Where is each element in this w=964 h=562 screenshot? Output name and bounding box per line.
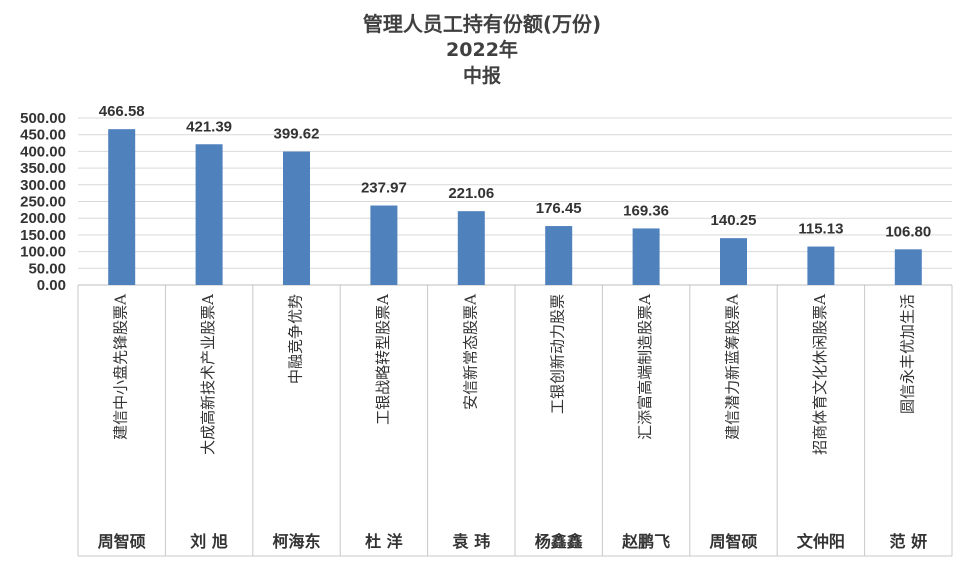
y-axis-ticks: 0.0050.00100.00150.00200.00250.00300.003…	[20, 110, 66, 294]
data-label: 421.39	[186, 118, 232, 135]
bar	[545, 226, 573, 285]
category-label: 安信新常态股票A	[461, 294, 479, 410]
chart-title: 管理人员工持有份额(万份) 2022年 中报	[363, 12, 601, 87]
category-label: 工银创新动力股票	[549, 294, 567, 414]
y-tick-label: 450.00	[20, 127, 66, 144]
data-label: 169.36	[623, 202, 669, 219]
category-label: 圆信永丰优加生活	[898, 294, 916, 414]
chart-title-line-1: 管理人员工持有份额(万份)	[363, 12, 601, 36]
data-label: 237.97	[361, 180, 407, 197]
data-label: 176.45	[536, 200, 582, 217]
bar	[632, 228, 660, 285]
data-labels: 466.58 421.39 399.62 237.97 221.06 176.45 169.…	[99, 103, 931, 240]
data-label: 106.80	[885, 223, 931, 240]
data-label: 115.13	[798, 221, 843, 238]
manager-label: 杜 洋	[365, 532, 403, 551]
bar	[457, 211, 485, 285]
y-tick-label: 250.00	[20, 194, 66, 211]
manager-labels: 周智硕 刘 旭 柯海东 杜 洋 袁 玮 杨鑫鑫 赵鹏飞 周智硕 文仲阳 范 妍	[98, 532, 927, 551]
manager-label: 文仲阳	[797, 532, 845, 551]
bar	[807, 246, 835, 285]
bar	[195, 144, 223, 285]
data-label: 399.62	[274, 126, 320, 143]
y-tick-label: 150.00	[20, 227, 66, 244]
chart-title-line-2: 2022年	[446, 38, 518, 61]
y-tick-label: 50.00	[28, 260, 66, 277]
data-label: 466.58	[99, 103, 145, 120]
y-tick-label: 350.00	[20, 160, 66, 177]
bars	[108, 129, 922, 285]
y-tick-label: 400.00	[20, 143, 66, 160]
bar	[370, 205, 398, 285]
manager-label: 周智硕	[98, 532, 146, 551]
category-labels: 建信中小盘先锋股票A 大成高新技术产业股票A 中融竞争优势 工银战略转型股票A 安信新常…	[112, 294, 917, 455]
manager-label: 赵鹏飞	[621, 532, 670, 551]
y-tick-label: 100.00	[20, 244, 66, 261]
y-tick-label: 200.00	[20, 210, 66, 227]
manager-label: 袁 玮	[452, 532, 491, 551]
category-label: 大成高新技术产业股票A	[199, 294, 217, 455]
manager-label: 范 妍	[890, 532, 928, 551]
category-table-lines	[77, 284, 953, 557]
data-label: 221.06	[448, 185, 494, 202]
bar	[283, 151, 310, 285]
manager-label: 杨鑫鑫	[535, 532, 583, 551]
bar	[108, 129, 136, 285]
category-label: 中融竞争优势	[287, 294, 305, 384]
manager-label: 周智硕	[709, 532, 757, 551]
y-tick-label: 300.00	[20, 177, 66, 194]
category-label: 招商体育文化休闲股票A	[811, 294, 829, 455]
bar	[894, 249, 922, 285]
gridlines	[78, 117, 952, 286]
bar	[720, 238, 747, 285]
category-label: 汇添富高端制造股票A	[636, 294, 654, 440]
data-label: 140.25	[711, 212, 757, 229]
manager-label: 刘 旭	[190, 532, 228, 551]
chart-title-line-3: 中报	[463, 64, 501, 87]
y-tick-label: 500.00	[20, 110, 66, 127]
category-label: 工银战略转型股票A	[374, 294, 392, 425]
category-label: 建信中小盘先锋股票A	[112, 294, 130, 440]
category-label: 建信潜力新蓝筹股票A	[724, 294, 742, 440]
manager-label: 柯海东	[272, 532, 320, 551]
y-tick-label: 0.00	[37, 277, 66, 294]
